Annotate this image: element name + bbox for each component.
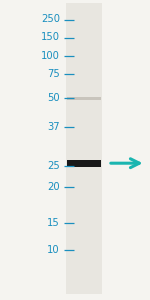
Text: 100: 100 xyxy=(41,50,60,61)
Bar xyxy=(66,3,102,294)
Bar xyxy=(67,97,101,100)
Text: 37: 37 xyxy=(47,122,60,132)
Text: 15: 15 xyxy=(47,218,60,228)
Text: 250: 250 xyxy=(41,14,60,25)
Bar xyxy=(67,160,101,166)
Text: 10: 10 xyxy=(47,244,60,255)
Text: 50: 50 xyxy=(47,93,60,103)
Text: 20: 20 xyxy=(47,182,60,192)
Text: 25: 25 xyxy=(47,160,60,171)
Text: 75: 75 xyxy=(47,69,60,80)
Text: 150: 150 xyxy=(41,32,60,43)
